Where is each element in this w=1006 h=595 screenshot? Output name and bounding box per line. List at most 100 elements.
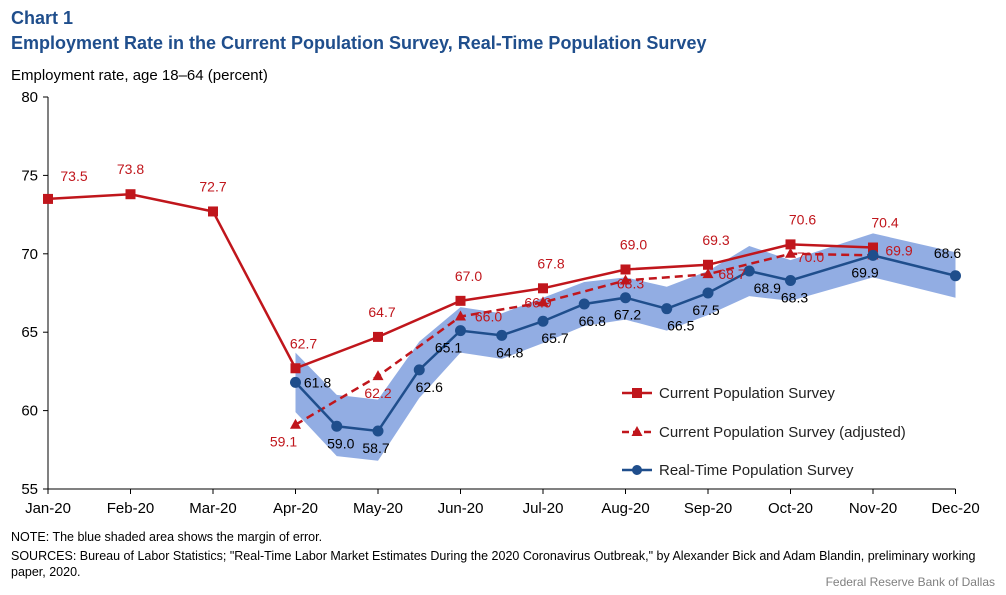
cps-adjusted-marker xyxy=(455,310,466,321)
cps-marker xyxy=(785,239,796,250)
x-tick-label: Sep-20 xyxy=(684,500,732,517)
legend-marker xyxy=(632,388,642,398)
y-tick-label: 70 xyxy=(21,246,38,263)
x-tick-label: Jan-20 xyxy=(25,500,71,517)
x-tick-label: Aug-20 xyxy=(601,500,649,517)
margin-of-error-band xyxy=(295,233,956,461)
legend-marker xyxy=(632,465,642,475)
legend-label: Current Population Survey xyxy=(659,385,835,402)
rps-data-label: 68.9 xyxy=(754,280,781,296)
cps-marker xyxy=(208,206,218,217)
cps-data-label: 67.8 xyxy=(537,255,564,271)
cps-adjusted-data-label: 66.0 xyxy=(475,309,502,325)
cps-marker xyxy=(538,283,548,294)
cps-adjusted-data-label: 66.9 xyxy=(524,294,551,310)
x-tick-label: Apr-20 xyxy=(273,500,318,517)
rps-data-label: 61.8 xyxy=(304,374,331,390)
cps-data-label: 67.0 xyxy=(455,268,482,284)
rps-marker xyxy=(331,420,343,432)
cps-adjusted-data-label: 68.7 xyxy=(718,266,745,282)
rps-data-label: 62.6 xyxy=(416,379,443,395)
cps-adjusted-data-label: 69.9 xyxy=(885,242,912,258)
rps-marker xyxy=(578,298,590,310)
chart-credit: Federal Reserve Bank of Dallas xyxy=(825,575,995,589)
cps-data-label: 69.0 xyxy=(620,236,647,252)
chart-sources: SOURCES: Bureau of Labor Statistics; "Re… xyxy=(11,549,976,579)
cps-adjusted-data-label: 70.0 xyxy=(797,249,824,265)
rps-data-label: 65.7 xyxy=(541,330,568,346)
rps-marker xyxy=(661,303,673,315)
cps-adjusted-line xyxy=(294,252,874,426)
cps-adjusted-marker xyxy=(372,370,384,381)
rps-data-label: 68.6 xyxy=(934,245,961,261)
cps-marker xyxy=(703,259,713,270)
x-tick-label: Jun-20 xyxy=(438,500,484,517)
rps-marker xyxy=(413,364,425,376)
rps-data-label: 64.8 xyxy=(496,344,523,360)
rps-data-label: 67.5 xyxy=(692,302,719,318)
rps-marker xyxy=(785,274,796,286)
cps-marker xyxy=(455,295,466,306)
rps-marker xyxy=(290,376,301,388)
cps-adjusted-data-label: 59.1 xyxy=(270,434,297,450)
rps-data-label: 58.7 xyxy=(362,440,389,456)
y-tick-label: 65 xyxy=(21,324,38,341)
y-tick-label: 80 xyxy=(21,89,38,106)
cps-adjusted-marker xyxy=(290,418,301,429)
cps-adjusted-data-label: 68.3 xyxy=(617,275,644,291)
series-layer xyxy=(43,189,961,437)
cps-marker xyxy=(125,189,136,200)
rps-marker xyxy=(620,292,631,304)
cps-adjusted-marker xyxy=(537,296,549,307)
rps-data-label: 67.2 xyxy=(614,307,641,323)
cps-adjusted-marker xyxy=(785,247,796,258)
rps-marker xyxy=(867,249,879,261)
x-tick-label: Jul-20 xyxy=(523,500,564,517)
x-tick-label: Nov-20 xyxy=(849,500,897,517)
cps-data-label: 72.7 xyxy=(199,178,226,194)
x-tick-label: Mar-20 xyxy=(189,500,237,517)
legend: Current Population Survey Current Populat… xyxy=(622,385,906,479)
rps-data-label: 69.9 xyxy=(851,264,878,280)
cps-data-label: 70.4 xyxy=(871,215,898,231)
cps-data-label: 70.6 xyxy=(789,211,816,227)
cps-data-label: 73.5 xyxy=(60,168,87,184)
cps-marker xyxy=(620,264,631,275)
legend-item-cps: Current Population Survey xyxy=(622,385,835,402)
rps-marker xyxy=(950,270,961,282)
axes: 55 60 65 70 75 80 Jan-20 Feb-20 Mar-20 Apr-20 May-… xyxy=(21,89,979,517)
y-tick-label: 55 xyxy=(21,481,38,498)
cps-data-label: 69.3 xyxy=(702,232,729,248)
rps-data-label: 66.8 xyxy=(579,313,606,329)
rps-marker xyxy=(702,287,714,299)
rps-data-label: 65.1 xyxy=(435,340,462,356)
line-chart: Employment rate, age 18–64 (percent) 55 6… xyxy=(11,67,980,517)
legend-label: Real-Time Population Survey xyxy=(659,462,854,479)
margin-of-error-area xyxy=(295,233,956,461)
rps-marker xyxy=(455,325,466,337)
chart-title: Employment Rate in the Current Populatio… xyxy=(11,33,707,53)
cps-marker xyxy=(868,242,878,253)
legend-item-rps: Real-Time Population Survey xyxy=(622,462,854,479)
cps-marker xyxy=(43,193,53,204)
chart-label: Chart 1 xyxy=(11,8,74,28)
rps-data-label: 66.5 xyxy=(667,318,694,334)
legend-label: Current Population Survey (adjusted) xyxy=(659,424,906,441)
y-axis-label: Employment rate, age 18–64 (percent) xyxy=(11,67,268,84)
x-tick-label: May-20 xyxy=(353,500,403,517)
x-tick-label: Feb-20 xyxy=(107,500,155,517)
y-tick-label: 75 xyxy=(21,167,38,184)
data-labels: 73.5 73.8 72.7 62.7 64.7 67.0 67.8 69.0 69.3 70.6… xyxy=(60,161,961,456)
rps-data-label: 59.0 xyxy=(327,435,354,451)
rps-marker xyxy=(372,425,384,437)
cps-data-label: 64.7 xyxy=(368,304,395,320)
cps-adjusted-marker xyxy=(620,274,631,285)
x-tick-label: Oct-20 xyxy=(768,500,813,517)
cps-marker xyxy=(373,331,383,342)
cps-data-label: 73.8 xyxy=(117,161,144,177)
rps-marker xyxy=(743,265,755,277)
chart-note: NOTE: The blue shaded area shows the mar… xyxy=(11,530,323,544)
legend-marker xyxy=(631,426,643,436)
cps-marker xyxy=(290,363,301,374)
rps-data-label: 68.3 xyxy=(781,289,808,305)
